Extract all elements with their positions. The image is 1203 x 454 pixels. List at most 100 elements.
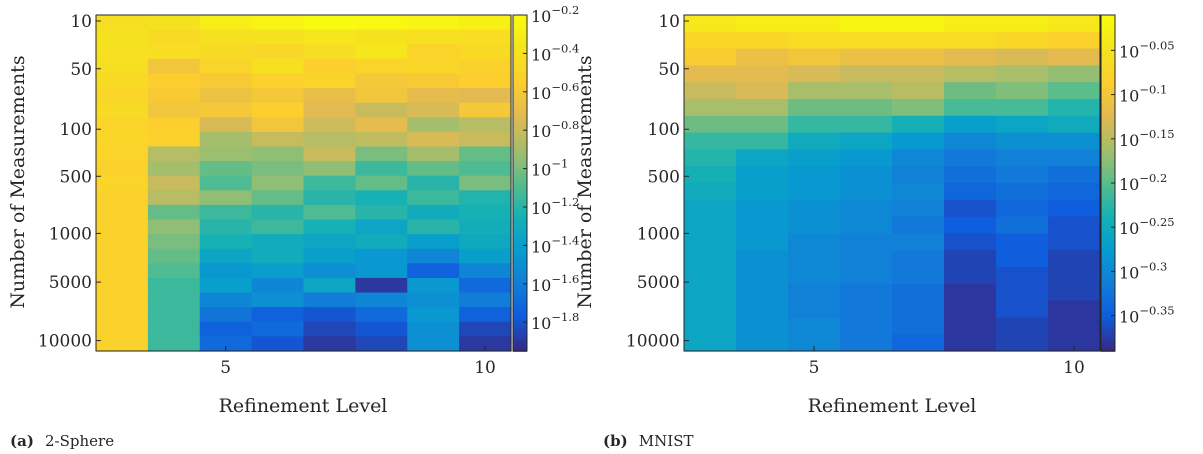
heatmap-cell <box>736 250 789 268</box>
colorbar-band <box>513 93 527 97</box>
colorbar-band <box>1101 171 1115 176</box>
heatmap-cell <box>1048 15 1101 33</box>
heatmap-cell <box>684 48 737 66</box>
heatmap-cell <box>251 248 305 264</box>
colorbar-band <box>1101 146 1115 151</box>
heatmap-cell <box>736 317 789 335</box>
heatmap-cell <box>892 317 945 335</box>
colorbar-band <box>513 40 527 44</box>
heatmap-cell <box>459 44 512 60</box>
colorbar-band <box>513 37 527 41</box>
heatmap-cell <box>736 216 789 234</box>
heatmap-cell <box>1048 48 1101 66</box>
heatmap-cell <box>407 190 460 206</box>
y-ticks: 10 50 100 500 1000 5000 10000 <box>38 12 101 352</box>
heatmap-cell <box>355 263 408 279</box>
colorbar: 10−0.05 10−0.1 10−0.15 10−0.2 10−0.25 10−0.3 1… <box>1100 14 1175 352</box>
colorbar-band <box>1101 281 1115 285</box>
colorbar-band <box>513 253 527 257</box>
heatmap-cell <box>147 44 201 60</box>
y-tick-label: 500 <box>648 167 680 187</box>
heatmap-cell <box>459 88 512 104</box>
colorbar-band <box>1101 169 1115 173</box>
heatmap-cell <box>996 334 1049 352</box>
heatmap-cell <box>303 88 356 104</box>
heatmap-cell <box>684 334 737 352</box>
colorbar-band <box>1101 250 1115 254</box>
y-tick-label: 10 <box>70 12 92 32</box>
colorbar-band <box>513 149 527 153</box>
heatmap-cell <box>96 204 149 221</box>
heatmap-cell <box>1048 334 1101 352</box>
colorbar-band <box>1101 328 1115 333</box>
heatmap-cell <box>684 216 737 234</box>
y-tick-label: 10 <box>658 12 680 32</box>
heatmap-cell <box>303 219 356 235</box>
heatmap-cell <box>303 44 356 60</box>
colorbar-band <box>1101 233 1115 237</box>
colorbar-band <box>513 141 527 145</box>
y-tick-label: 50 <box>70 60 92 80</box>
colorbar-band <box>1101 37 1115 41</box>
heatmap-cell <box>147 161 201 177</box>
colorbar-band <box>513 337 527 341</box>
heatmap-cell <box>96 321 149 337</box>
heatmap-cell <box>303 292 356 308</box>
colorbar-band <box>1101 208 1115 212</box>
colorbar-band <box>513 90 527 95</box>
colorbar-band <box>1101 118 1115 123</box>
heatmap-cell <box>96 190 149 206</box>
colorbar-band <box>1101 255 1115 260</box>
heatmap-cell <box>147 15 201 31</box>
heatmap-cell <box>96 248 149 264</box>
colorbar-band <box>1101 82 1115 86</box>
heatmap-cell <box>944 82 997 100</box>
heatmap-cell <box>251 29 305 45</box>
colorbar-band <box>1101 121 1115 125</box>
colorbar-tick-label: 10−0.15 <box>1119 127 1175 150</box>
heatmap-cell <box>1048 233 1101 251</box>
colorbar-band <box>1101 269 1115 274</box>
colorbar-band <box>1101 177 1115 181</box>
colorbar-band <box>1101 278 1115 282</box>
y-tick-label: 1000 <box>49 224 92 244</box>
heatmap-cell <box>251 307 305 323</box>
colorbar-tick-label: 10−0.6 <box>531 80 579 103</box>
heatmap-cell <box>459 263 512 279</box>
caption-tag: (b) <box>603 432 628 450</box>
heatmap-cell <box>459 234 512 250</box>
colorbar-band <box>1101 306 1115 310</box>
heatmap-cell <box>459 58 512 75</box>
caption-tag: (a) <box>10 432 34 450</box>
colorbar-band <box>513 169 527 173</box>
heatmap-cell <box>147 248 201 264</box>
x-ticks: 5 10 <box>220 346 496 378</box>
heatmap-cells <box>96 15 512 352</box>
heatmap-cell <box>684 99 737 117</box>
heatmap-cell <box>459 102 512 118</box>
colorbar-tick-label: 10−0.8 <box>531 118 579 141</box>
heatmap-cell <box>996 199 1049 218</box>
heatmap-cell <box>459 15 512 31</box>
heatmap-cell <box>684 82 737 100</box>
heatmap-cell <box>459 336 512 352</box>
heatmap-cell <box>96 29 149 45</box>
heatmap-cell <box>407 248 460 264</box>
colorbar-band <box>1101 59 1115 64</box>
heatmap-cell <box>944 65 997 83</box>
colorbar-band <box>513 314 527 319</box>
colorbar-band <box>513 295 527 299</box>
colorbar-band <box>513 99 527 103</box>
colorbar-band <box>513 208 527 212</box>
caption-a: (a) 2-Sphere <box>10 431 114 450</box>
panel-b-mnist: Number of Measurements 10 50 100 500 1000 500… <box>574 12 1175 450</box>
heatmap-cell <box>355 175 408 191</box>
heatmap-cell <box>251 277 305 294</box>
heatmap-cell <box>459 131 512 148</box>
colorbar-band <box>1101 331 1115 335</box>
heatmap-cell <box>1048 300 1101 318</box>
colorbar-band <box>1101 205 1115 209</box>
colorbar-tick-label: 10−1.8 <box>531 310 579 333</box>
heatmap-cell <box>736 183 789 201</box>
heatmap-cell <box>96 88 149 104</box>
